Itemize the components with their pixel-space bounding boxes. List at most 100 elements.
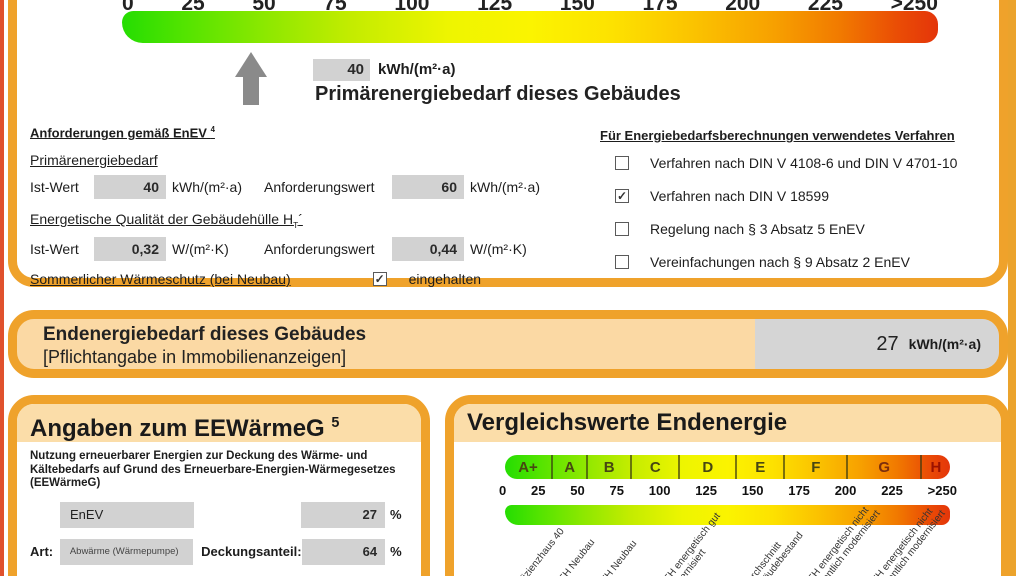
end-energy-unit: kWh/(m²·a) (908, 336, 981, 352)
scale-tick: 50 (570, 483, 585, 498)
envelope-quality-label: Energetische Qualität der Gebäudehülle H… (30, 211, 582, 230)
method-checkbox[interactable] (615, 156, 629, 170)
end-energy-value-box: 27 kWh/(m²·a) (755, 319, 999, 369)
end-energy-subtitle: [Pflichtangabe in Immobilienanzeigen] (43, 347, 347, 367)
scale-tick: 100 (648, 483, 671, 498)
summer-heat-status: eingehalten (408, 271, 482, 288)
primary-energy-title: Primärenergiebedarf dieses Gebäudes (315, 83, 681, 105)
anforderungswert-unit: kWh/(m²·a) (470, 179, 540, 196)
class-segment: F (785, 455, 849, 479)
scale-tick: 175 (788, 483, 810, 498)
anforderungswert-label: Anforderungswert (264, 241, 375, 258)
primary-energy-gradient-bar (122, 11, 938, 43)
ist-wert-value-box: 0,32 (94, 237, 166, 262)
end-energy-title: Endenergiebedarf dieses Gebäudes (43, 324, 367, 345)
eewaermeg-description: Nutzung erneuerbarer Energien zur Deckun… (30, 450, 396, 489)
ist-wert-value-box: 40 (94, 175, 166, 200)
value-pointer-arrow-icon (235, 52, 267, 105)
page-left-border (0, 0, 4, 576)
comparison-heading: Vergleichswerte Endenergie (454, 404, 1001, 442)
eewaermeg-heading-footnote: 5 (331, 415, 340, 431)
class-segment: D (680, 455, 738, 479)
method-option-label: Regelung nach § 3 Absatz 5 EnEV (650, 221, 865, 237)
envelope-quality-row: Ist-Wert 0,32 W/(m²·K) Anforderungswert … (30, 237, 582, 262)
scale-tick: 75 (609, 483, 624, 498)
efficiency-class-band: A+ A B C D E F G H (505, 455, 950, 479)
method-option-label: Vereinfachungen nach § 9 Absatz 2 EnEV (650, 254, 910, 270)
scale-tick: 225 (881, 483, 903, 498)
envelope-quality-prime: ´ (298, 211, 303, 228)
primary-energy-unit: kWh/(m²·a) (378, 61, 456, 78)
anforderungswert-unit: W/(m²·K) (470, 241, 527, 258)
method-checkbox[interactable] (615, 255, 629, 269)
scale-tick: 200 (834, 483, 857, 498)
checkmark-icon: ✓ (616, 189, 628, 203)
anforderungswert-value-box: 0,44 (392, 237, 464, 262)
end-energy-text: Endenergiebedarf dieses Gebäudes [Pflich… (17, 319, 755, 369)
deckungsanteil-unit: % (390, 544, 402, 559)
ist-wert-unit: kWh/(m²·a) (172, 179, 242, 196)
reference-label: EFH Neubau (595, 538, 640, 576)
scale-tick: 150 (741, 483, 764, 498)
enev-unit: % (390, 507, 402, 522)
anforderungswert-label: Anforderungswert (264, 179, 375, 196)
reference-label: Effizienzhaus 40 (513, 526, 567, 576)
class-segment: E (737, 455, 786, 479)
method-option-label: Verfahren nach DIN V 18599 (650, 188, 830, 204)
summer-heat-protection-label: Sommerlicher Wärmeschutz (bei Neubau) (30, 271, 291, 288)
class-segment: B (588, 455, 633, 479)
art-row: Art: Abwärme (Wärmepumpe) Deckungsanteil… (30, 538, 408, 565)
page-right-border (1008, 0, 1016, 576)
ist-wert-label: Ist-Wert (30, 179, 79, 196)
comparison-scale-ticks: 0 25 50 75 100 125 150 175 200 225 >250 (499, 483, 957, 498)
primary-energy-value-box: 40 (313, 59, 370, 81)
class-segment: C (632, 455, 681, 479)
requirements-heading-text: Anforderungen gemäß EnEV (30, 125, 207, 141)
ist-wert-unit: W/(m²·K) (172, 241, 229, 258)
comparison-gradient-bar (505, 505, 950, 525)
requirements-heading-footnote: 4 (210, 125, 215, 134)
method-checkbox[interactable] (615, 222, 629, 236)
class-segment: A+ (505, 455, 554, 479)
requirements-heading: Anforderungen gemäß EnEV 4 (30, 125, 582, 140)
scale-tick: 0 (499, 483, 507, 498)
class-segment: G (848, 455, 922, 479)
envelope-quality-text: Energetische Qualität der Gebäudehülle H (30, 211, 294, 228)
method-option-row: Regelung nach § 3 Absatz 5 EnEV (600, 221, 1012, 237)
method-heading: Für Energiebedarfsberechnungen verwendet… (600, 128, 955, 143)
end-energy-value: 27 (876, 332, 899, 355)
method-option-row: ✓ Verfahren nach DIN V 18599 (600, 188, 1012, 204)
calculation-method-panel: Für Energiebedarfsberechnungen verwendet… (600, 128, 1012, 287)
scale-tick: >250 (927, 483, 957, 498)
envelope-quality-sub: T (293, 220, 299, 231)
eewaermeg-heading: Angaben zum EEWärmeG 5 (17, 404, 421, 442)
primary-energy-section: 0 25 50 75 100 125 150 175 200 225 >250 … (8, 0, 1008, 287)
reference-label: Durchschnitt Gebäudebestand (741, 530, 806, 576)
enev-value-box: 27 (301, 501, 385, 528)
enev-row: EnEV 27 % (30, 501, 408, 528)
class-segment: A (553, 455, 589, 479)
checkmark-icon: ✓ (374, 272, 385, 287)
art-label: Art: (30, 544, 54, 559)
ist-wert-label: Ist-Wert (30, 241, 79, 258)
primary-demand-row: Ist-Wert 40 kWh/(m²·a) Anforderungswert … (30, 175, 582, 200)
primary-demand-label: Primärenergiebedarf (30, 152, 158, 169)
scale-tick: 0 (122, 0, 134, 15)
anforderungswert-value-box: 60 (392, 175, 464, 200)
deckungsanteil-value-box: 64 (301, 538, 386, 565)
eewaermeg-section: Angaben zum EEWärmeG 5 Nutzung erneuerba… (8, 395, 430, 576)
method-option-label: Verfahren nach DIN V 4108-6 und DIN V 47… (650, 155, 958, 171)
class-segment: H (930, 458, 942, 476)
method-option-row: Vereinfachungen nach § 9 Absatz 2 EnEV (600, 254, 1012, 270)
method-checkbox[interactable]: ✓ (615, 189, 629, 203)
scale-tick: 125 (695, 483, 717, 498)
eewaermeg-heading-text: Angaben zum EEWärmeG (30, 415, 325, 442)
requirements-panel: Anforderungen gemäß EnEV 4 Primärenergie… (30, 125, 582, 287)
enev-name-box: EnEV (60, 501, 194, 528)
deckungsanteil-label: Deckungsanteil: (201, 544, 302, 559)
method-option-row: Verfahren nach DIN V 4108-6 und DIN V 47… (600, 155, 1012, 171)
summer-heat-checkbox[interactable]: ✓ (372, 272, 387, 287)
comparison-section: Vergleichswerte Endenergie A+ A B C D E … (445, 395, 1010, 576)
summer-heat-protection-row: Sommerlicher Wärmeschutz (bei Neubau) ✓ … (30, 271, 582, 287)
end-energy-band: Endenergiebedarf dieses Gebäudes [Pflich… (8, 310, 1008, 378)
